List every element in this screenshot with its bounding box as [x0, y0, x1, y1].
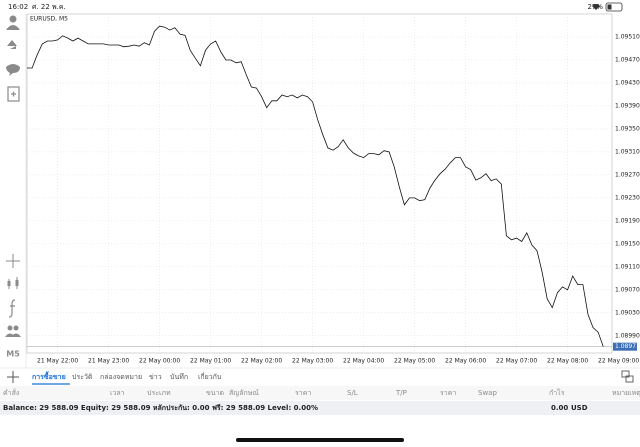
- y-tick-label: 1.09270: [615, 171, 640, 178]
- profit: 0.00: [551, 404, 568, 412]
- current-price-label: 1.08971: [615, 343, 640, 350]
- y-tick-label: 1.08990: [615, 332, 640, 339]
- tab[interactable]: ข่าว: [149, 373, 162, 381]
- x-tick-label: 22 May 05:00: [394, 358, 435, 365]
- column-header: S/L: [347, 389, 358, 397]
- tab-bar: การซื้อขาย ประวัติ กล่องจดหมาย ข่าว บันทึก เก…: [32, 370, 221, 385]
- timeframe-label[interactable]: M5: [6, 350, 20, 359]
- column-header: ราคา: [295, 389, 311, 397]
- y-tick-label: 1.09150: [615, 240, 640, 247]
- y-tick-label: 1.09430: [615, 79, 640, 86]
- column-header: T/P: [395, 389, 407, 397]
- y-tick-label: 1.09030: [615, 309, 640, 316]
- status-time: 16:02: [8, 3, 28, 11]
- battery-icon: [592, 2, 623, 12]
- y-tick-label: 1.09110: [615, 263, 640, 270]
- x-tick-label: 22 May 03:00: [292, 358, 333, 365]
- x-tick-label: 22 May 02:00: [241, 358, 282, 365]
- home-indicator: [236, 438, 404, 442]
- y-tick-label: 1.09190: [615, 217, 640, 224]
- column-header-bg: [0, 386, 640, 400]
- x-tick-label: 21 May 23:00: [88, 358, 129, 365]
- column-header: ประเภท: [147, 389, 171, 397]
- account-summary: Balance: 29 588.09 Equity: 29 588.09 หลั…: [3, 404, 318, 412]
- y-tick-label: 1.09510: [615, 33, 640, 40]
- column-header: ขนาด: [206, 389, 224, 397]
- y-tick-label: 1.09070: [615, 286, 640, 293]
- column-header: เวลา: [110, 389, 125, 397]
- x-tick-label: 22 May 07:00: [496, 358, 537, 365]
- column-header: Swap: [478, 389, 497, 397]
- x-tick-label: 22 May 01:00: [190, 358, 231, 365]
- tab[interactable]: ประวัติ: [72, 373, 93, 381]
- y-tick-label: 1.09230: [615, 194, 640, 201]
- x-tick-label: 22 May 06:00: [445, 358, 486, 365]
- x-tick-label: 21 May 22:00: [37, 358, 78, 365]
- y-tick-label: 1.09390: [615, 102, 640, 109]
- x-tick-label: 22 May 08:00: [547, 358, 588, 365]
- price-line: [27, 25, 604, 347]
- tab[interactable]: บันทึก: [170, 372, 188, 381]
- current-price-box: [613, 342, 637, 351]
- x-tick-label: 22 May 09:00: [598, 358, 639, 365]
- currency: USD: [571, 404, 588, 412]
- column-header: ราคา: [440, 389, 456, 397]
- footer-bg: [0, 401, 640, 415]
- y-tick-label: 1.09470: [615, 56, 640, 63]
- chart-title: EURUSD, M5: [30, 16, 68, 23]
- column-header: กำไร: [549, 388, 565, 397]
- tab[interactable]: กล่องจดหมาย: [100, 373, 142, 381]
- column-header: หมายเหตุ: [612, 389, 640, 397]
- y-tick-label: 1.09350: [615, 125, 640, 132]
- expand-icon[interactable]: [621, 370, 634, 383]
- tab[interactable]: การซื้อขาย: [32, 370, 66, 381]
- x-tick-label: 22 May 00:00: [139, 358, 180, 365]
- chart-frame: [26, 13, 613, 354]
- add-button[interactable]: [7, 371, 19, 383]
- left-toolbar[interactable]: [5, 15, 21, 338]
- column-headers: คำสั่ง เวลา ประเภท ขนาด สัญลักษณ์ ราคา S/L T/P ร…: [3, 388, 640, 397]
- y-tick-label: 1.09310: [615, 148, 640, 155]
- column-header: คำสั่ง: [3, 388, 19, 397]
- chart: 1.08990 1.09030 1.09070 1.09110 1.09150 1.091…: [27, 14, 640, 365]
- status-date: ศ. 22 พ.ค.: [32, 3, 66, 11]
- tab[interactable]: เกี่ยวกับ: [198, 372, 221, 381]
- x-tick-label: 22 May 04:00: [343, 358, 384, 365]
- column-header: สัญลักษณ์: [229, 389, 259, 397]
